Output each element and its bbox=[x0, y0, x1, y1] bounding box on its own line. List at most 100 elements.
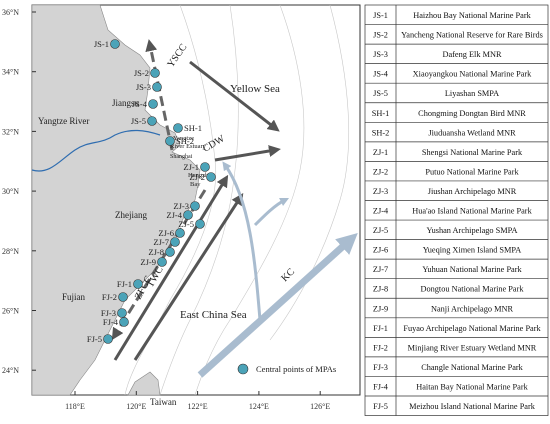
region-label: Yangtze bbox=[173, 135, 194, 142]
mpa-point bbox=[165, 136, 175, 146]
table-code: ZJ-9 bbox=[373, 304, 388, 313]
mpa-label: ZJ-1 bbox=[183, 162, 199, 172]
table-name: Yancheng National Reserve for Rare Birds bbox=[401, 31, 543, 40]
mpa-point bbox=[173, 123, 183, 133]
table-name: Nanji Archipelago MNR bbox=[431, 304, 513, 313]
table-code: ZJ-6 bbox=[373, 246, 388, 255]
lon-label: 120°E bbox=[126, 402, 146, 411]
region-label: Fujian bbox=[62, 292, 86, 302]
mpa-label: ZJ-2 bbox=[189, 172, 205, 182]
table-code: JS-3 bbox=[373, 50, 388, 59]
region-label: Yellow Sea bbox=[230, 83, 280, 95]
mpa-label: FJ-1 bbox=[117, 279, 132, 289]
region-label: Shanghai bbox=[170, 154, 193, 160]
region-label: Bay bbox=[190, 181, 201, 188]
lon-label: 126°E bbox=[310, 402, 330, 411]
table-name: Liyashan SMPA bbox=[445, 89, 499, 98]
mpa-label: ZJ-6 bbox=[158, 228, 174, 238]
lat-label: 34°N bbox=[2, 68, 19, 77]
table-code: JS-5 bbox=[373, 89, 388, 98]
yangtze-river bbox=[31, 129, 161, 172]
mpa-label: ZJ-7 bbox=[153, 237, 169, 247]
table-code: SH-2 bbox=[372, 128, 390, 137]
table-name: Xiaoyangkou National Marine Park bbox=[413, 70, 533, 79]
mpa-point bbox=[148, 99, 158, 109]
table-name: Minjiang River Estuary Wetland MNR bbox=[408, 343, 537, 352]
table-name: Yushan Archipelago SMPA bbox=[427, 226, 518, 235]
mpa-point bbox=[133, 279, 143, 289]
mpa-point bbox=[175, 228, 185, 238]
table-code: ZJ-8 bbox=[373, 285, 388, 294]
mpa-point bbox=[103, 334, 113, 344]
table-code: FJ-5 bbox=[373, 402, 388, 411]
mpa-label: FJ-3 bbox=[101, 308, 116, 318]
region-label: East China Sea bbox=[180, 309, 247, 321]
lon-label: 122°E bbox=[188, 402, 208, 411]
mpa-label: ZJ-4 bbox=[166, 210, 182, 220]
lat-label: 36°N bbox=[2, 8, 19, 17]
region-label: Yangtze River bbox=[38, 116, 89, 126]
mpa-point bbox=[170, 237, 180, 247]
table-code: FJ-4 bbox=[373, 382, 389, 391]
table-name: Yueqing Ximen Island SMPA bbox=[423, 246, 522, 255]
mpa-label: SH-2 bbox=[176, 136, 194, 146]
mpa-point bbox=[147, 116, 157, 126]
table-code: ZJ-5 bbox=[373, 226, 388, 235]
mpa-point bbox=[165, 247, 175, 257]
mpa-label: ZJ-8 bbox=[148, 247, 164, 257]
table-code: JS-2 bbox=[373, 31, 388, 40]
mpa-point bbox=[110, 39, 120, 49]
table-name: Shengsi National Marine Park bbox=[422, 148, 523, 157]
mpa-label: ZJ-3 bbox=[173, 201, 189, 211]
mpa-point bbox=[183, 210, 193, 220]
table-code: ZJ-4 bbox=[373, 207, 389, 216]
mpa-point bbox=[157, 257, 167, 267]
lat-label: 26°N bbox=[2, 307, 19, 316]
table-name: Haizhou Bay National Marine Park bbox=[413, 11, 531, 20]
region-label: Taiwan bbox=[150, 397, 177, 407]
table-name: Jiushan Archipelago MNR bbox=[428, 187, 517, 196]
land bbox=[31, 4, 201, 396]
mpa-point bbox=[195, 219, 205, 229]
mpa-point bbox=[152, 82, 162, 92]
mpa-label: JS-1 bbox=[94, 39, 109, 49]
mpa-point bbox=[118, 292, 128, 302]
mpa-label: JS-4 bbox=[132, 99, 148, 109]
table-name: Changle National Marine Park bbox=[421, 363, 523, 372]
mpa-point bbox=[190, 201, 200, 211]
mpa-point bbox=[117, 308, 127, 318]
mpa-label: FJ-2 bbox=[102, 292, 117, 302]
table-name: Meizhou Island National Marine Park bbox=[409, 402, 536, 411]
mpa-label: SH-1 bbox=[184, 123, 202, 133]
table-frame bbox=[364, 4, 549, 416]
table-code: FJ-1 bbox=[373, 324, 388, 333]
mpa-label: FJ-4 bbox=[103, 317, 119, 327]
table-code: ZJ-7 bbox=[373, 265, 388, 274]
currents bbox=[111, 39, 358, 378]
mpa-point bbox=[206, 172, 216, 182]
legend-text: Central points of MPAs bbox=[256, 364, 336, 374]
region-label: Hangzhou bbox=[188, 172, 215, 179]
mpa-point bbox=[150, 68, 160, 78]
region-label: River Estuary bbox=[170, 143, 207, 150]
table-name: Putuo National Marine Park bbox=[425, 167, 519, 176]
table-code: FJ-2 bbox=[373, 343, 388, 352]
mpa-label: ZJ-9 bbox=[140, 257, 156, 267]
table-name: Dongtou National Marine Park bbox=[421, 285, 525, 294]
table-name: Fuyao Archipelago National Marine Park bbox=[403, 324, 541, 333]
table: JS-1 Haizhou Bay National Marine Park JS-2… bbox=[364, 4, 549, 416]
mpa-label: ZJ-5 bbox=[178, 219, 194, 229]
table-name: Hua'ao Island National Marine Park bbox=[412, 207, 532, 216]
table-code: FJ-3 bbox=[373, 363, 388, 372]
mpa-label: JS-5 bbox=[131, 116, 146, 126]
lat-label: 32°N bbox=[2, 127, 19, 136]
table-name: Jiuduansha Wetland MNR bbox=[428, 128, 516, 137]
table-name: Chongming Dongtan Bird MNR bbox=[418, 109, 526, 118]
lat-label: 28°N bbox=[2, 247, 19, 256]
mpa-point bbox=[119, 317, 129, 327]
table-name: Haitan Bay National Marine Park bbox=[416, 382, 528, 391]
table-code: ZJ-1 bbox=[373, 148, 388, 157]
table-code: JS-4 bbox=[373, 70, 389, 79]
mpa-label: FJ-5 bbox=[87, 334, 102, 344]
